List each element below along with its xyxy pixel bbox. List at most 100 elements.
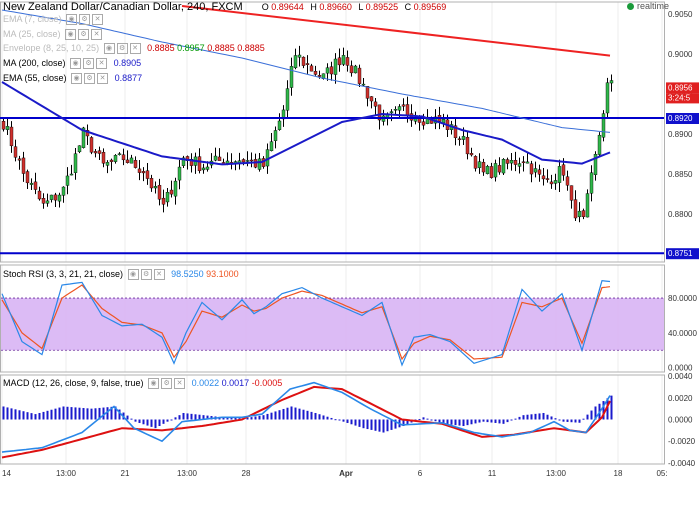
support-price-label-background (666, 248, 699, 260)
macd-histogram-bar (54, 408, 57, 420)
close-icon[interactable]: ✕ (129, 43, 141, 55)
legend-envelope[interactable]: Envelope (8, 25, 10, 25) ◉ ⚙ ✕ 0.8885 0.89… (3, 43, 265, 55)
macd-histogram-bar (190, 413, 193, 420)
candle-body (37, 190, 42, 200)
gear-icon[interactable]: ⚙ (84, 73, 96, 85)
candle-body (93, 151, 98, 154)
macd-histogram-bar (486, 419, 489, 423)
macd-histogram-bar (478, 419, 481, 423)
gear-icon[interactable]: ⚙ (161, 378, 173, 390)
close-icon[interactable]: ✕ (91, 29, 103, 41)
candle-body (353, 65, 358, 74)
close-icon[interactable]: ✕ (96, 58, 108, 70)
ema55-value: 0.8877 (114, 73, 143, 83)
macd-histogram-bar (490, 419, 493, 423)
gear-icon[interactable]: ⚙ (116, 43, 128, 55)
candle-body (101, 151, 106, 164)
legend-ma25[interactable]: MA (25, close) ◉ ⚙ ✕ (3, 29, 103, 41)
macd-histogram-bar (402, 419, 405, 427)
macd-histogram-bar (526, 414, 529, 420)
macd-histogram-bar (510, 419, 513, 421)
macd-value: 0.0022 (191, 378, 220, 388)
gear-icon[interactable]: ⚙ (79, 14, 91, 26)
gear-icon[interactable]: ⚙ (78, 29, 90, 41)
gear-icon[interactable]: ⚙ (140, 269, 152, 281)
macd-histogram-bar (182, 412, 185, 420)
candle-body (197, 156, 202, 172)
candle-body (453, 125, 458, 139)
macd-histogram-bar (230, 417, 233, 420)
candle-body (21, 157, 26, 174)
macd-histogram-bar (66, 406, 69, 420)
close-icon[interactable]: ✕ (153, 269, 165, 281)
stoch-k-line (1, 280, 611, 367)
eye-icon[interactable]: ◉ (65, 29, 77, 41)
macd-histogram-bar (558, 419, 561, 421)
candle-body (333, 58, 338, 75)
ema55-line (1, 81, 611, 166)
eye-icon[interactable]: ◉ (70, 58, 82, 70)
macd-histogram-bar (406, 419, 409, 425)
realtime-indicator[interactable]: realtime (626, 1, 669, 11)
macd-histogram-bar (502, 419, 505, 424)
close-icon[interactable]: ✕ (97, 73, 109, 85)
candle-body (33, 181, 38, 190)
macd-histogram-bar (462, 419, 465, 427)
candle-body (17, 158, 22, 161)
close-icon[interactable]: ✕ (174, 378, 186, 390)
macd-histogram-bar (350, 419, 353, 425)
legend-macd[interactable]: MACD (12, 26, close, 9, false, true) ◉ ⚙ ✕… (3, 378, 282, 390)
legend-ema55[interactable]: EMA (55, close) ◉ ⚙ ✕ 0.8877 (3, 73, 143, 85)
eye-icon[interactable]: ◉ (127, 269, 139, 281)
macd-histogram-bar (246, 417, 249, 420)
candle-body (1, 120, 6, 130)
macd-histogram-bar (530, 414, 533, 420)
macd-histogram-bar (434, 419, 437, 422)
candle-body (409, 113, 414, 121)
macd-histogram-bar (438, 419, 441, 423)
macd-histogram-bar (566, 419, 569, 422)
legend-ma200[interactable]: MA (200, close) ◉ ⚙ ✕ 0.8905 (3, 58, 141, 70)
candle-body (377, 104, 382, 121)
legend-ema7[interactable]: EMA (7, close) ◉ ⚙ ✕ (3, 14, 104, 26)
candle-body (533, 168, 538, 173)
macd-histogram-bar (394, 419, 397, 429)
eye-icon[interactable]: ◉ (66, 14, 78, 26)
price-tick-label: 0.8900 (668, 130, 693, 139)
macd-histogram-bar (446, 419, 449, 425)
eye-icon[interactable]: ◉ (148, 378, 160, 390)
macd-histogram-bar (294, 407, 297, 420)
candle-body (505, 159, 510, 164)
candle-body (525, 161, 530, 164)
macd-histogram-bar (354, 419, 357, 426)
gear-icon[interactable]: ⚙ (83, 58, 95, 70)
candle-body (69, 173, 74, 176)
macd-histogram-bar (186, 413, 189, 420)
macd-histogram-bar (70, 407, 73, 420)
close-icon[interactable]: ✕ (92, 14, 104, 26)
macd-histogram-bar (310, 411, 313, 420)
macd-histogram-bar (134, 419, 137, 422)
stoch-overbought-oversold-band (1, 298, 664, 351)
macd-histogram-bar (58, 407, 61, 420)
macd-tick-label: -0.0020 (668, 437, 696, 446)
time-tick-label: 11 (488, 469, 497, 478)
candle-body (133, 160, 138, 168)
macd-histogram-bar (150, 419, 153, 427)
candle-body (277, 120, 282, 130)
macd-tick-label: 0.0000 (668, 416, 693, 425)
candle-body (309, 65, 314, 72)
eye-icon[interactable]: ◉ (103, 43, 115, 55)
open-value: 0.89644 (271, 2, 304, 12)
candle-body (189, 159, 194, 166)
legend-stoch-rsi[interactable]: Stoch RSI (3, 3, 21, 21, close) ◉ ⚙ ✕ 98.5… (3, 269, 239, 281)
price-tick-label: 0.8800 (668, 210, 693, 219)
eye-icon[interactable]: ◉ (71, 73, 83, 85)
resistance-price-label-background (666, 113, 699, 124)
candle-body (401, 104, 406, 107)
macd-tick-label: 0.0020 (668, 394, 693, 403)
macd-histogram-bar (562, 419, 565, 422)
macd-histogram-bar (342, 419, 345, 422)
macd-histogram-bar (266, 413, 269, 420)
macd-histogram-bar (286, 407, 289, 420)
